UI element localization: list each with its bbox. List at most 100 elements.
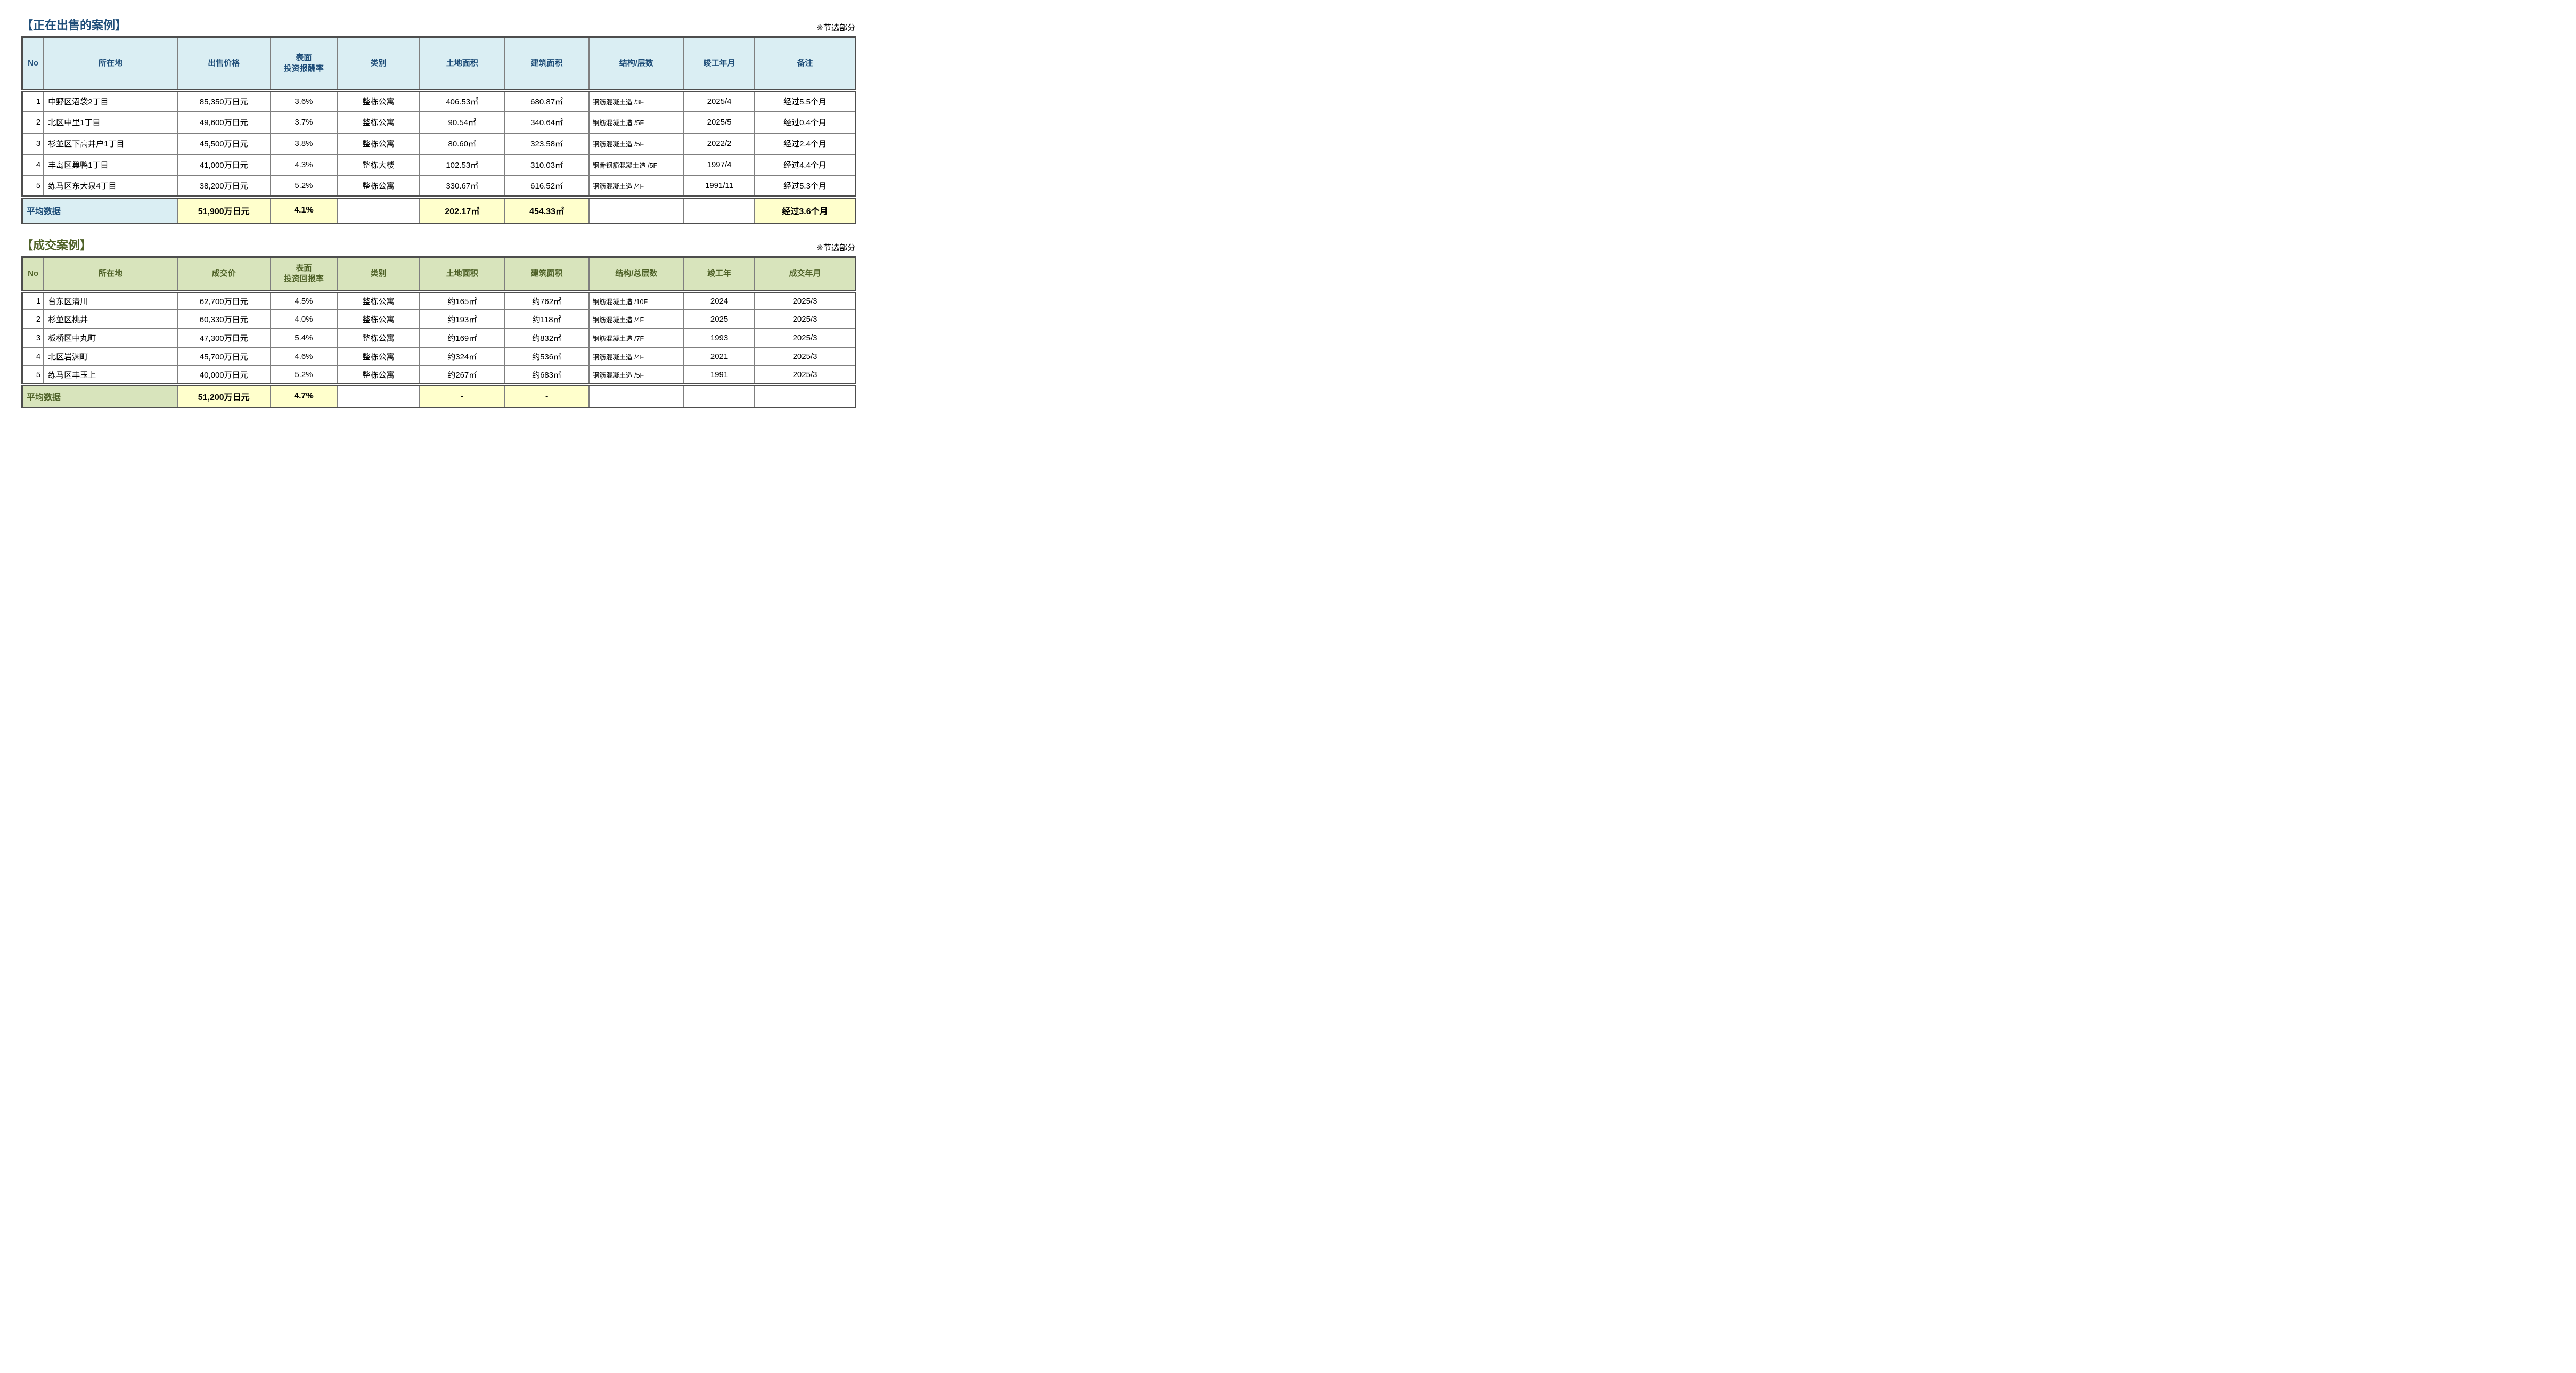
table-row: 4 北区岩渊町 45,700万日元 4.6% 整栋公寓 约324㎡ 约536㎡ … [21,346,856,366]
cell-price: 38,200万日元 [176,175,271,198]
cell-completed: 2025/5 [683,111,756,134]
cell-location: 衫並区下高井户1丁目 [43,132,178,155]
col-header-category: 类别 [337,256,420,293]
cell-structure: 钢筋混凝土造 /4F [588,346,685,366]
average-row: 平均数据 51,200万日元 4.7% - - [21,382,856,408]
col-header-land: 土地面积 [419,36,505,92]
cell-location: 杉並区桃井 [43,309,178,329]
cell-structure: 钢筋混凝土造 /5F [588,132,685,155]
col-header-location: 所在地 [43,36,178,92]
col-header-completed: 竣工年 [683,256,756,293]
average-structure-empty [588,195,685,224]
cell-remark: 经过5.5个月 [754,89,856,112]
cell-category: 整栋公寓 [337,132,420,155]
cell-price: 62,700万日元 [176,290,271,310]
cell-land: 406.53㎡ [419,89,505,112]
cell-completed: 2025 [683,309,756,329]
cell-deal-date: 2025/3 [754,365,856,385]
col-header-rate-line1: 表面 [296,53,312,62]
cell-completed: 2021 [683,346,756,366]
table-row: 5 练马区东大泉4丁目 38,200万日元 5.2% 整栋公寓 330.67㎡ … [21,175,856,198]
cell-land: 330.67㎡ [419,175,505,198]
cell-no: 5 [21,175,44,198]
cell-structure: 钢筋混凝土造 /5F [588,111,685,134]
cell-category: 整栋公寓 [337,290,420,310]
cell-structure: 钢筋混凝土造 /10F [588,290,685,310]
cell-rate: 4.3% [269,153,338,176]
for-sale-table: No 所在地 出售价格 表面 投资报酬率 类别 土地面积 建筑面积 结构/层数 … [21,36,856,224]
cell-land: 约193㎡ [419,309,505,329]
table-row: 3 板桥区中丸町 47,300万日元 5.4% 整栋公寓 约169㎡ 约832㎡… [21,328,856,348]
cell-land: 约267㎡ [419,365,505,385]
cell-completed: 1993 [683,328,756,348]
for-sale-excerpt-note: ※节选部分 [816,23,855,32]
average-label: 平均数据 [21,382,178,408]
col-header-rate: 表面 投资报酬率 [269,36,338,92]
cell-no: 2 [21,111,44,134]
col-header-structure: 结构/层数 [588,36,685,92]
cell-building: 约683㎡ [504,365,590,385]
cell-rate: 4.0% [269,309,338,329]
cell-building: 616.52㎡ [504,175,590,198]
cell-category: 整栋公寓 [337,175,420,198]
average-category-empty [337,195,420,224]
cell-price: 45,500万日元 [176,132,271,155]
cell-structure: 钢骨钢筋混凝土造 /5F [588,153,685,176]
cell-location: 北区岩渊町 [43,346,178,366]
average-building: 454.33㎡ [504,195,590,224]
cell-no: 3 [21,328,44,348]
cell-rate: 5.2% [269,175,338,198]
average-deal-date-empty [754,382,856,408]
cell-category: 整栋公寓 [337,328,420,348]
table-row: 2 北区中里1丁目 49,600万日元 3.7% 整栋公寓 90.54㎡ 340… [21,111,856,134]
cell-price: 47,300万日元 [176,328,271,348]
cell-building: 约832㎡ [504,328,590,348]
cell-category: 整栋公寓 [337,89,420,112]
cell-structure: 钢筋混凝土造 /3F [588,89,685,112]
table-row: 2 杉並区桃井 60,330万日元 4.0% 整栋公寓 约193㎡ 约118㎡ … [21,309,856,329]
cell-rate: 3.7% [269,111,338,134]
average-land: - [419,382,505,408]
col-header-completed: 竣工年月 [683,36,756,92]
cell-remark: 经过5.3个月 [754,175,856,198]
cell-building: 340.64㎡ [504,111,590,134]
for-sale-header-row: No 所在地 出售价格 表面 投资报酬率 类别 土地面积 建筑面积 结构/层数 … [21,36,856,92]
average-label: 平均数据 [21,195,178,224]
cell-building: 约536㎡ [504,346,590,366]
cell-location: 中野区沼袋2丁目 [43,89,178,112]
col-header-deal-date: 成交年月 [754,256,856,293]
table-row: 4 丰岛区巢鸭1丁目 41,000万日元 4.3% 整栋大楼 102.53㎡ 3… [21,153,856,176]
cell-category: 整栋公寓 [337,111,420,134]
cell-no: 1 [21,290,44,310]
average-row: 平均数据 51,900万日元 4.1% 202.17㎡ 454.33㎡ 经过3.… [21,195,856,224]
col-header-price: 出售价格 [176,36,271,92]
cell-no: 5 [21,365,44,385]
cell-no: 1 [21,89,44,112]
cell-category: 整栋大楼 [337,153,420,176]
cell-land: 约169㎡ [419,328,505,348]
col-header-price: 成交价 [176,256,271,293]
cell-land: 90.54㎡ [419,111,505,134]
col-header-location: 所在地 [43,256,178,293]
section-closed-header: 【成交案例】 ※节选部分 [21,236,856,253]
cell-structure: 钢筋混凝土造 /5F [588,365,685,385]
cell-category: 整栋公寓 [337,346,420,366]
section-closed-deals: 【成交案例】 ※节选部分 No 所在地 成交价 表面 投资回报率 类别 土地面积… [21,236,856,408]
section-for-sale-header: 【正在出售的案例】 ※节选部分 [21,16,856,33]
cell-deal-date: 2025/3 [754,346,856,366]
average-remark: 经过3.6个月 [754,195,856,224]
cell-rate: 5.4% [269,328,338,348]
cell-location: 北区中里1丁目 [43,111,178,134]
cell-land: 约324㎡ [419,346,505,366]
table-row: 1 中野区沼袋2丁目 85,350万日元 3.6% 整栋公寓 406.53㎡ 6… [21,89,856,112]
average-completed-empty [683,382,756,408]
cell-category: 整栋公寓 [337,309,420,329]
col-header-category: 类别 [337,36,420,92]
closed-excerpt-note: ※节选部分 [816,243,855,252]
cell-completed: 2022/2 [683,132,756,155]
col-header-rate: 表面 投资回报率 [269,256,338,293]
table-row: 3 衫並区下高井户1丁目 45,500万日元 3.8% 整栋公寓 80.60㎡ … [21,132,856,155]
section-for-sale: 【正在出售的案例】 ※节选部分 No 所在地 出售价格 表面 投资报酬率 类别 … [21,16,856,224]
cell-no: 4 [21,346,44,366]
cell-building: 约762㎡ [504,290,590,310]
